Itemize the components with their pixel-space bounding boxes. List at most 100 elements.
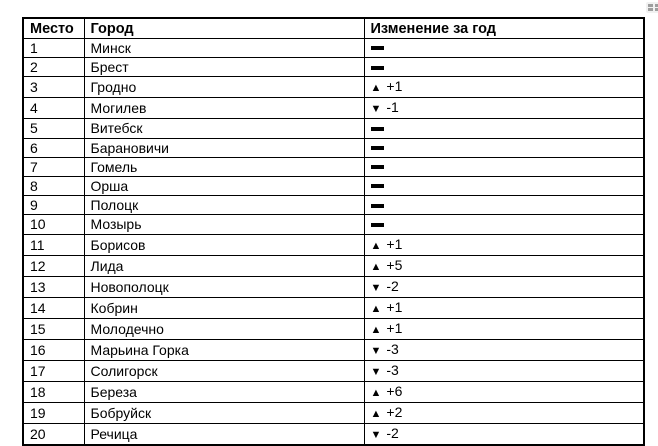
cell-place: 4 xyxy=(22,97,85,120)
change-value: +1 xyxy=(386,78,403,95)
cell-city: Марьина Горка xyxy=(83,338,365,361)
cell-change xyxy=(363,118,645,139)
no-change-dash-icon xyxy=(370,165,384,170)
table-row: 20 Речица ▼ -2 xyxy=(22,422,645,445)
cell-city: Береза xyxy=(83,380,365,403)
cell-place: 7 xyxy=(22,156,85,177)
no-change-dash-icon xyxy=(370,145,384,150)
triangle-up-icon: ▲ xyxy=(370,323,382,336)
triangle-up-icon: ▲ xyxy=(370,302,382,315)
cell-place: 8 xyxy=(22,175,85,197)
table-row: 9 Полоцк xyxy=(22,195,645,216)
table-row: 4 Могилев ▼ -1 xyxy=(22,97,645,120)
cell-change xyxy=(363,37,645,59)
cell-change: ▼ -2 xyxy=(363,422,645,445)
table-row: 13 Новополоцк ▼ -2 xyxy=(22,275,645,298)
change-value: +1 xyxy=(386,298,403,315)
no-change-dash-icon xyxy=(370,203,384,208)
cell-city: Бобруйск xyxy=(83,401,365,424)
handle-dot xyxy=(654,4,658,7)
cell-place: 16 xyxy=(22,338,85,361)
triangle-down-icon: ▼ xyxy=(370,344,382,357)
triangle-up-icon: ▲ xyxy=(370,386,382,399)
change-value: +5 xyxy=(386,256,403,273)
cell-place: 19 xyxy=(22,401,85,424)
change-value: +6 xyxy=(386,382,403,399)
cell-place: 10 xyxy=(22,214,85,235)
cell-place: 18 xyxy=(22,380,85,403)
cell-change xyxy=(363,195,645,216)
cell-change: ▲ +1 xyxy=(363,296,645,319)
table-row: 12 Лида ▲ +5 xyxy=(22,254,645,277)
cell-change: ▼ -2 xyxy=(363,275,645,298)
table-row: 2 Брест xyxy=(22,57,645,78)
triangle-down-icon: ▼ xyxy=(370,428,382,441)
table-row: 14 Кобрин ▲ +1 xyxy=(22,296,645,319)
table-row: 8 Орша xyxy=(22,175,645,197)
triangle-up-icon: ▲ xyxy=(370,239,382,252)
table-handle-icon[interactable] xyxy=(646,2,658,13)
cell-city: Новополоцк xyxy=(83,275,365,298)
cell-change xyxy=(363,57,645,78)
cell-city: Орша xyxy=(83,175,365,197)
triangle-up-icon: ▲ xyxy=(370,82,382,95)
cell-city: Борисов xyxy=(83,233,365,256)
change-value: +1 xyxy=(386,235,403,252)
cell-city: Солигорск xyxy=(83,359,365,382)
cell-change: ▲ +5 xyxy=(363,254,645,277)
table-row: 11 Борисов ▲ +1 xyxy=(22,233,645,256)
cell-place: 12 xyxy=(22,254,85,277)
cell-change: ▼ -3 xyxy=(363,359,645,382)
cell-place: 3 xyxy=(22,76,85,99)
change-value: -1 xyxy=(386,99,399,116)
table-row: 17 Солигорск ▼ -3 xyxy=(22,359,645,382)
handle-dot xyxy=(654,8,658,11)
handle-dot xyxy=(648,4,654,7)
cell-place: 2 xyxy=(22,57,85,78)
cell-change: ▲ +2 xyxy=(363,401,645,424)
header-row: Место Город Изменение за год xyxy=(22,17,645,39)
cell-place: 11 xyxy=(22,233,85,256)
change-value: +2 xyxy=(386,403,403,420)
change-value: +1 xyxy=(386,319,403,336)
table-row: 6 Барановичи xyxy=(22,137,645,158)
cell-city: Витебск xyxy=(83,118,365,139)
cell-change: ▲ +1 xyxy=(363,233,645,256)
cell-city: Молодечно xyxy=(83,317,365,340)
no-change-dash-icon xyxy=(370,222,384,227)
no-change-dash-icon xyxy=(370,126,384,131)
cell-city: Гродно xyxy=(83,76,365,99)
cell-change xyxy=(363,156,645,177)
triangle-down-icon: ▼ xyxy=(370,365,382,378)
cell-change: ▲ +1 xyxy=(363,317,645,340)
no-change-dash-icon xyxy=(370,184,384,189)
cell-change: ▼ -3 xyxy=(363,338,645,361)
no-change-dash-icon xyxy=(370,65,384,70)
cell-change: ▲ +1 xyxy=(363,76,645,99)
handle-dot xyxy=(648,8,654,11)
cell-city: Минск xyxy=(83,37,365,59)
cell-place: 6 xyxy=(22,137,85,158)
table-row: 1 Минск xyxy=(22,37,645,59)
cell-city: Кобрин xyxy=(83,296,365,319)
table-row: 18 Береза ▲ +6 xyxy=(22,380,645,403)
triangle-up-icon: ▲ xyxy=(370,407,382,420)
table-row: 19 Бобруйск ▲ +2 xyxy=(22,401,645,424)
column-header-place: Место xyxy=(22,17,85,39)
cell-city: Лида xyxy=(83,254,365,277)
cell-place: 17 xyxy=(22,359,85,382)
cell-city: Гомель xyxy=(83,156,365,177)
no-change-dash-icon xyxy=(370,46,384,51)
change-value: -2 xyxy=(386,277,399,294)
cell-city: Речица xyxy=(83,422,365,445)
table-row: 16 Марьина Горка ▼ -3 xyxy=(22,338,645,361)
cell-place: 20 xyxy=(22,422,85,445)
cell-city: Барановичи xyxy=(83,137,365,158)
cell-change: ▲ +6 xyxy=(363,380,645,403)
triangle-down-icon: ▼ xyxy=(370,281,382,294)
table-row: 5 Витебск xyxy=(22,118,645,139)
column-header-change: Изменение за год xyxy=(363,17,645,39)
change-value: -3 xyxy=(386,361,399,378)
column-header-city: Город xyxy=(83,17,365,39)
